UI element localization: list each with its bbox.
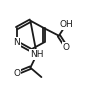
Text: OH: OH <box>59 20 73 29</box>
Text: NH: NH <box>30 50 44 59</box>
Text: O: O <box>13 69 20 78</box>
Text: O: O <box>63 42 70 52</box>
Text: N: N <box>13 38 20 47</box>
